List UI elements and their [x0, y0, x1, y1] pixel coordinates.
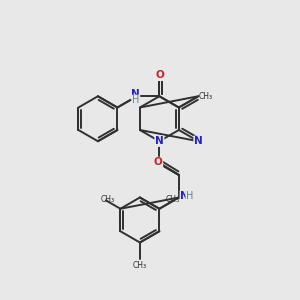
- Text: N: N: [131, 89, 140, 99]
- Text: O: O: [155, 70, 164, 80]
- Text: CH₃: CH₃: [133, 261, 147, 270]
- Text: CH₃: CH₃: [165, 195, 179, 204]
- Text: O: O: [154, 158, 163, 167]
- Text: N: N: [180, 191, 189, 201]
- Text: N: N: [194, 136, 203, 146]
- Text: H: H: [186, 191, 193, 201]
- Text: CH₃: CH₃: [100, 195, 114, 204]
- Text: N: N: [155, 136, 164, 146]
- Text: CH₃: CH₃: [198, 92, 212, 101]
- Text: H: H: [132, 95, 139, 105]
- Text: O: O: [155, 70, 164, 80]
